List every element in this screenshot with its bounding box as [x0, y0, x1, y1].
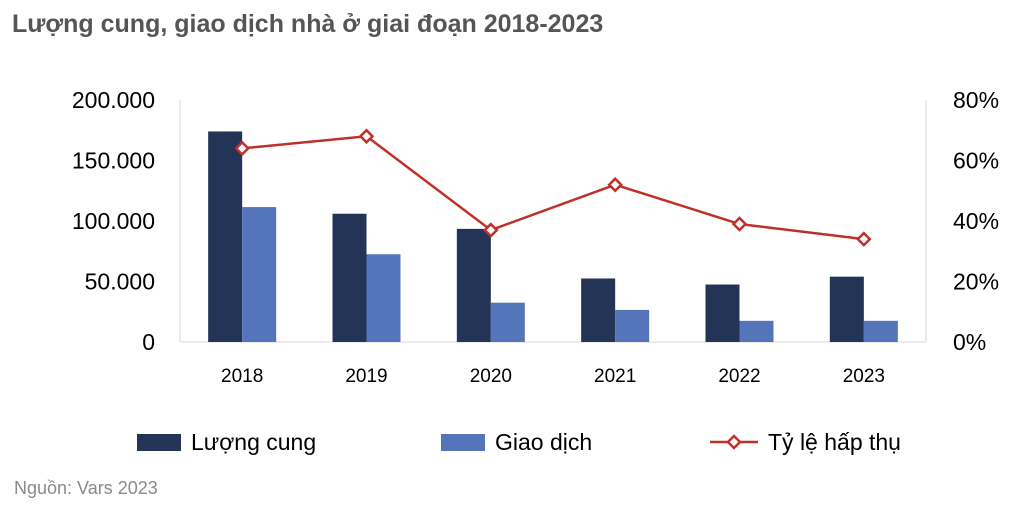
legend-label: Lượng cung	[191, 429, 316, 455]
line-point-marker	[856, 231, 872, 247]
y-right-tick-label: 80%	[953, 87, 999, 113]
x-tick-label: 2018	[221, 366, 263, 387]
legend: Lượng cung Giao dịch Tỷ lệ hấp thụ	[137, 429, 901, 455]
x-tick-label: 2021	[594, 366, 636, 387]
bar-marks	[208, 131, 898, 342]
x-tick-label: 2019	[345, 366, 387, 387]
source-note: Nguồn: Vars 2023	[14, 478, 158, 498]
bar-luong-cung	[332, 213, 367, 342]
bar-giao-dich	[242, 207, 277, 342]
axes	[179, 100, 927, 343]
legend-label: Tỷ lệ hấp thụ	[768, 429, 901, 455]
line-series-ty-le-hap-thu	[242, 135, 864, 241]
bar-luong-cung	[829, 276, 864, 342]
y-right-tick-label: 20%	[953, 269, 999, 295]
y-left-tick-label: 200.000	[72, 87, 155, 113]
x-tick-label: 2022	[718, 366, 760, 387]
line-point-marker	[731, 216, 748, 232]
line-point-marker	[234, 140, 250, 157]
line-point-marker	[483, 222, 499, 238]
legend-swatch	[441, 434, 485, 451]
legend-swatch	[137, 434, 181, 451]
y-left-tick-label: 0	[142, 329, 155, 355]
line-marks	[234, 128, 872, 247]
bar-giao-dich	[739, 320, 774, 342]
bar-giao-dich	[615, 309, 650, 342]
bar-luong-cung	[581, 278, 616, 342]
bar-luong-cung	[208, 131, 243, 342]
line-point-marker	[607, 176, 623, 193]
y-right-tick-label: 40%	[953, 208, 999, 234]
y-right-tick-label: 60%	[953, 148, 999, 174]
bar-giao-dich	[863, 320, 898, 342]
tick-labels: 0 50.000 100.000 150.000 200.000 0% 20% 40% 60% 8…	[72, 87, 999, 387]
x-tick-label: 2020	[470, 366, 512, 387]
bar-giao-dich	[366, 254, 401, 342]
y-left-tick-label: 150.000	[72, 148, 155, 174]
bar-luong-cung	[705, 284, 740, 342]
chart-title: Lượng cung, giao dịch nhà ở giai đoạn 20…	[12, 10, 604, 38]
x-tick-label: 2023	[843, 366, 885, 387]
y-right-tick-label: 0%	[953, 329, 986, 355]
bar-luong-cung	[456, 228, 491, 342]
y-left-tick-label: 50.000	[85, 269, 155, 295]
line-point-marker	[358, 128, 375, 145]
y-left-tick-label: 100.000	[72, 208, 155, 234]
legend-label: Giao dịch	[495, 429, 592, 455]
bar-giao-dich	[490, 302, 525, 342]
legend-marker	[726, 434, 742, 450]
